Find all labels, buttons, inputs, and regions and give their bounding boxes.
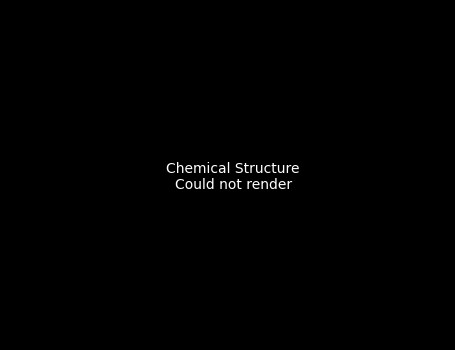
Text: Chemical Structure
Could not render: Chemical Structure Could not render — [167, 162, 300, 192]
